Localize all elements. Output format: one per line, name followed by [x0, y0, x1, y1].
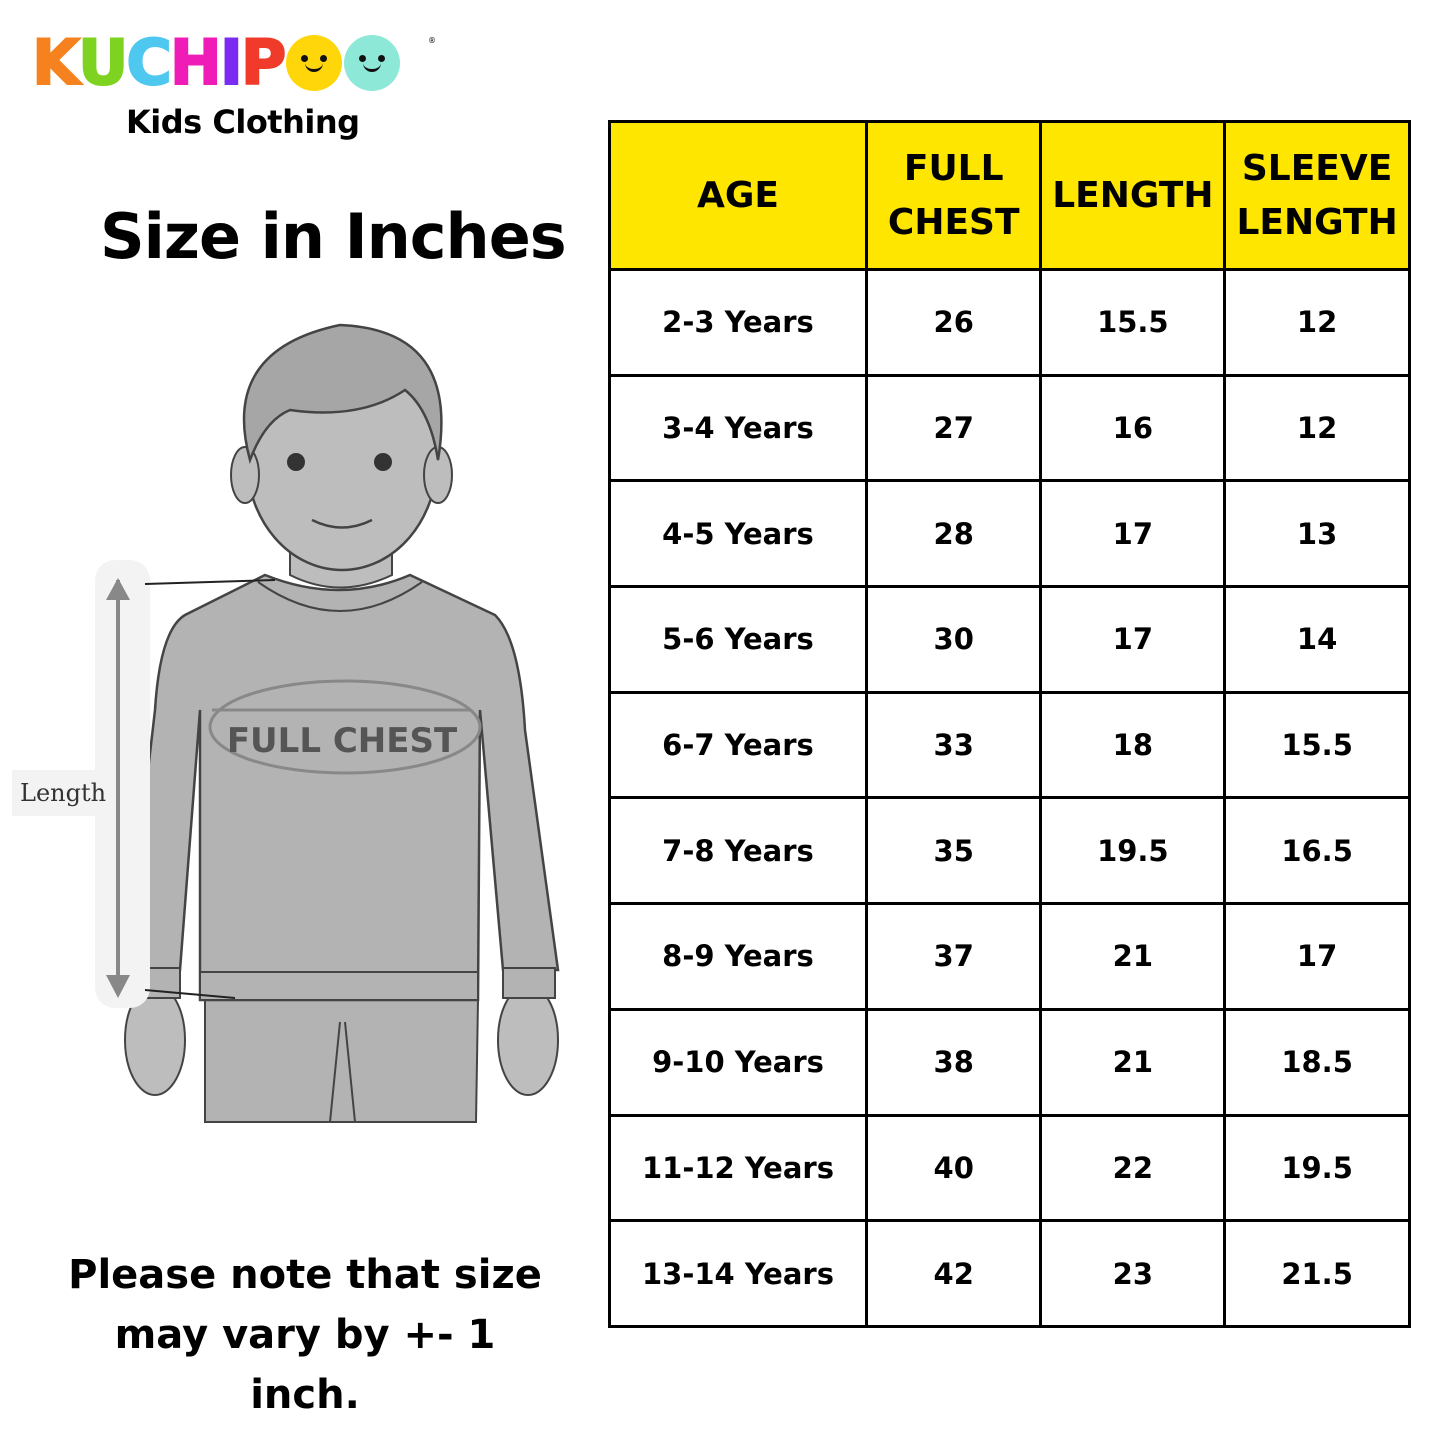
header-full-chest: FULL CHEST: [864, 120, 1043, 271]
smiley-face-icon: [286, 35, 343, 91]
cell-age: 5-6 Years: [608, 585, 868, 694]
cell-sleeve-length: 18.5: [1223, 1007, 1411, 1117]
cell-age: 4-5 Years: [608, 479, 868, 589]
cell-length: 21: [1039, 1007, 1227, 1117]
cell-age: 7-8 Years: [608, 796, 868, 906]
cell-length: 17: [1039, 479, 1227, 589]
cell-full-chest: 40: [864, 1113, 1043, 1223]
cell-age: 6-7 Years: [608, 690, 868, 800]
length-label: Length: [20, 779, 106, 807]
smiley-face-icon: [344, 35, 401, 91]
logo-letter: U: [77, 26, 129, 99]
header-sleeve-length: SLEEVE LENGTH: [1223, 120, 1411, 271]
cell-full-chest: 28: [864, 479, 1043, 589]
cell-age: 3-4 Years: [608, 373, 868, 483]
cell-full-chest: 35: [864, 796, 1043, 906]
size-note: Please note that size may vary by +- 1 i…: [68, 1252, 542, 1418]
cell-length: 15.5: [1039, 268, 1227, 377]
cell-age: 2-3 Years: [608, 268, 868, 377]
size-table: AGE FULL CHEST LENGTH SLEEVE LENGTH 2-3 …: [608, 120, 1411, 1328]
cell-sleeve-length: 16.5: [1223, 796, 1411, 906]
cell-full-chest: 30: [864, 585, 1043, 694]
registered-icon: ®: [428, 36, 436, 45]
table-row: 9-10 Years 38 21 18.5: [608, 1007, 1411, 1117]
cell-full-chest: 42: [864, 1219, 1043, 1328]
table-row: 13-14 Years 42 23 21.5: [608, 1219, 1411, 1328]
brand-logo: K U C H I P: [31, 26, 401, 99]
logo-letter: I: [219, 26, 244, 99]
brand-tagline: Kids Clothing: [126, 103, 360, 141]
logo-letter: C: [125, 26, 172, 99]
logo-letter: P: [240, 26, 287, 99]
table-row: 11-12 Years 40 22 19.5: [608, 1113, 1411, 1223]
cell-length: 17: [1039, 585, 1227, 694]
cell-length: 22: [1039, 1113, 1227, 1223]
logo-letter: H: [169, 26, 223, 99]
table-row: 6-7 Years 33 18 15.5: [608, 690, 1411, 800]
full-chest-label: FULL CHEST: [227, 721, 458, 761]
logo-letter: K: [31, 26, 81, 99]
cell-full-chest: 37: [864, 902, 1043, 1011]
cell-age: 9-10 Years: [608, 1007, 868, 1117]
table-row: 7-8 Years 35 19.5 16.5: [608, 796, 1411, 906]
cell-sleeve-length: 13: [1223, 479, 1411, 589]
cell-sleeve-length: 12: [1223, 373, 1411, 483]
cell-full-chest: 26: [864, 268, 1043, 377]
cell-length: 19.5: [1039, 796, 1227, 906]
cell-age: 8-9 Years: [608, 902, 868, 1011]
cell-length: 21: [1039, 902, 1227, 1011]
cell-full-chest: 27: [864, 373, 1043, 483]
page-title: Size in Inches: [100, 200, 567, 273]
table-row: 4-5 Years 28 17 13: [608, 479, 1411, 589]
cell-sleeve-length: 17: [1223, 902, 1411, 1011]
cell-age: 13-14 Years: [608, 1219, 868, 1328]
table-row: 2-3 Years 26 15.5 12: [608, 268, 1411, 377]
cell-length: 18: [1039, 690, 1227, 800]
cell-length: 23: [1039, 1219, 1227, 1328]
table-row: 5-6 Years 30 17 14: [608, 585, 1411, 694]
cell-sleeve-length: 12: [1223, 268, 1411, 377]
table-row: 3-4 Years 27 16 12: [608, 373, 1411, 483]
table-header-row: AGE FULL CHEST LENGTH SLEEVE LENGTH: [608, 120, 1411, 271]
cell-sleeve-length: 19.5: [1223, 1113, 1411, 1223]
cell-sleeve-length: 15.5: [1223, 690, 1411, 800]
child-sweatshirt-illustration: FULL CHEST Length: [12, 323, 560, 1123]
header-age: AGE: [608, 120, 868, 271]
header-length: LENGTH: [1039, 120, 1227, 271]
cell-length: 16: [1039, 373, 1227, 483]
cell-sleeve-length: 14: [1223, 585, 1411, 694]
cell-full-chest: 38: [864, 1007, 1043, 1117]
table-row: 8-9 Years 37 21 17: [608, 902, 1411, 1011]
cell-age: 11-12 Years: [608, 1113, 868, 1223]
cell-sleeve-length: 21.5: [1223, 1219, 1411, 1328]
cell-full-chest: 33: [864, 690, 1043, 800]
